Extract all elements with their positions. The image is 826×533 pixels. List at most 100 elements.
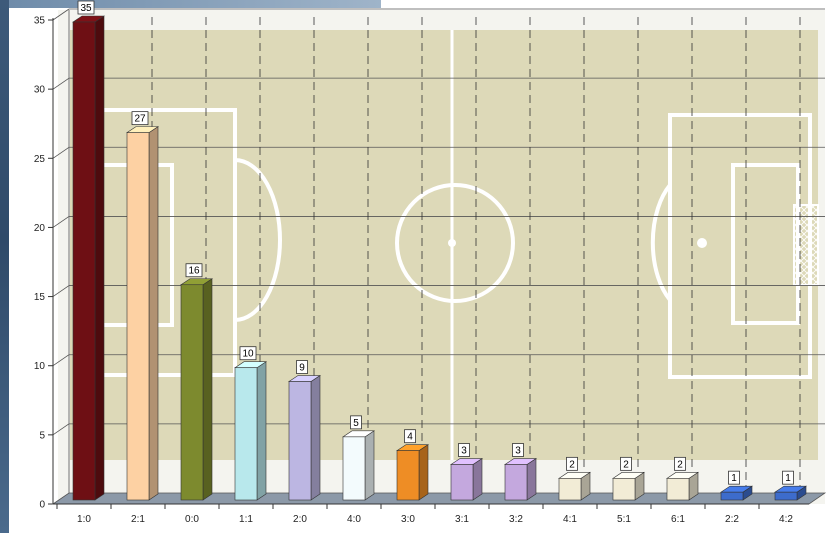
data-label-value: 2: [677, 459, 683, 470]
data-label-value: 1: [731, 473, 737, 484]
bar-front: [666, 478, 690, 501]
data-label-box: [350, 415, 362, 430]
bar: [720, 485, 753, 501]
data-label-value: 2: [623, 459, 629, 470]
chart-floor: [51, 492, 826, 505]
bar: [72, 15, 105, 501]
bar-front: [450, 464, 474, 501]
x-tick-label: 0:0: [185, 514, 199, 525]
data-label: 35: [77, 0, 95, 15]
bar: [180, 278, 213, 501]
penalty-arc-right: [650, 183, 672, 302]
data-label-box: [185, 263, 203, 278]
bar-front: [234, 367, 258, 501]
gridline-depth: [52, 77, 70, 90]
bar: [774, 485, 807, 501]
y-tick-label: 15: [34, 292, 46, 303]
bar: [558, 471, 591, 501]
bar-front: [720, 491, 744, 501]
x-tick-label: 2:0: [293, 514, 307, 525]
x-tick-label: 3:2: [509, 514, 523, 525]
data-label-value: 27: [134, 114, 146, 125]
data-label: 16: [185, 263, 203, 278]
bar-front: [396, 450, 420, 501]
data-label-value: 3: [461, 446, 467, 457]
data-label: 9: [296, 360, 308, 374]
data-label-value: 16: [188, 266, 200, 277]
bar-front: [612, 478, 636, 501]
bar-front: [180, 284, 204, 501]
x-tick-label: 5:1: [617, 514, 631, 525]
gridline-depth: [52, 354, 70, 367]
y-tick-label: 35: [34, 16, 46, 27]
bar-side: [256, 361, 267, 501]
x-tick-label: 1:0: [77, 514, 91, 525]
data-label-box: [404, 429, 416, 444]
data-label-box: [512, 443, 524, 457]
data-label: 2: [674, 456, 686, 471]
y-tick-label: 20: [34, 223, 46, 234]
data-label-box: [674, 456, 686, 471]
x-tick-label: 3:0: [401, 514, 415, 525]
bar-front: [342, 436, 366, 501]
data-label-value: 3: [515, 446, 521, 457]
bar-front: [126, 132, 150, 501]
bar: [612, 471, 645, 501]
bar-side: [526, 457, 537, 501]
penalty-spot-right: [697, 238, 707, 248]
top-strip: [9, 0, 381, 8]
bar-front: [72, 21, 96, 501]
data-label: 27: [131, 111, 149, 126]
penalty-arc-left: [234, 158, 282, 322]
y-tick-label: 5: [39, 430, 45, 441]
bar-side: [202, 278, 213, 501]
bar-side: [310, 374, 321, 501]
data-label-box: [620, 456, 632, 471]
data-label: 1: [782, 470, 794, 485]
soccer-field-background: [58, 10, 825, 504]
y-tick-label: 0: [39, 500, 45, 511]
bar-side: [94, 15, 105, 501]
x-tick-label: 6:1: [671, 514, 685, 525]
x-tick-label: 2:2: [725, 514, 739, 525]
goal-net-right: [793, 204, 819, 286]
data-label: 3: [512, 443, 524, 457]
bar: [504, 457, 537, 501]
bar: [666, 471, 699, 501]
x-tick-label: 3:1: [455, 514, 469, 525]
bar-side: [418, 444, 429, 501]
x-tick-label: 4:1: [563, 514, 577, 525]
gridline-depth: [52, 423, 70, 436]
data-labels: 35 27 16 10 9 5 4 3 3 2 2 2 1 1: [77, 0, 794, 485]
y-tick-label: 30: [34, 85, 46, 96]
data-label-value: 2: [569, 459, 575, 470]
bar-front: [558, 478, 582, 501]
y-tick-label: 10: [34, 361, 46, 372]
data-label-box: [296, 360, 308, 374]
center-circle: [395, 183, 515, 303]
data-label-box: [566, 456, 578, 471]
bar-side: [364, 430, 375, 501]
data-label: 5: [350, 415, 362, 430]
data-label: 4: [404, 429, 416, 444]
data-label: 2: [620, 456, 632, 471]
data-label: 10: [239, 346, 257, 361]
bar: [234, 361, 267, 501]
data-label: 2: [566, 456, 578, 471]
y-tick-label: 25: [34, 154, 46, 165]
data-label-value: 1: [785, 473, 791, 484]
bar: [342, 430, 375, 501]
data-label-box: [239, 346, 257, 361]
gridline-depth: [52, 216, 70, 228]
data-label-value: 9: [299, 363, 305, 374]
data-label-box: [131, 111, 149, 126]
bar-front: [504, 464, 528, 501]
x-tick-label: 1:1: [239, 514, 253, 525]
gridline-depth: [52, 8, 70, 21]
bar: [288, 374, 321, 501]
gridline-depth: [52, 146, 70, 159]
data-label-value: 10: [242, 349, 254, 360]
bar-front: [774, 491, 798, 501]
